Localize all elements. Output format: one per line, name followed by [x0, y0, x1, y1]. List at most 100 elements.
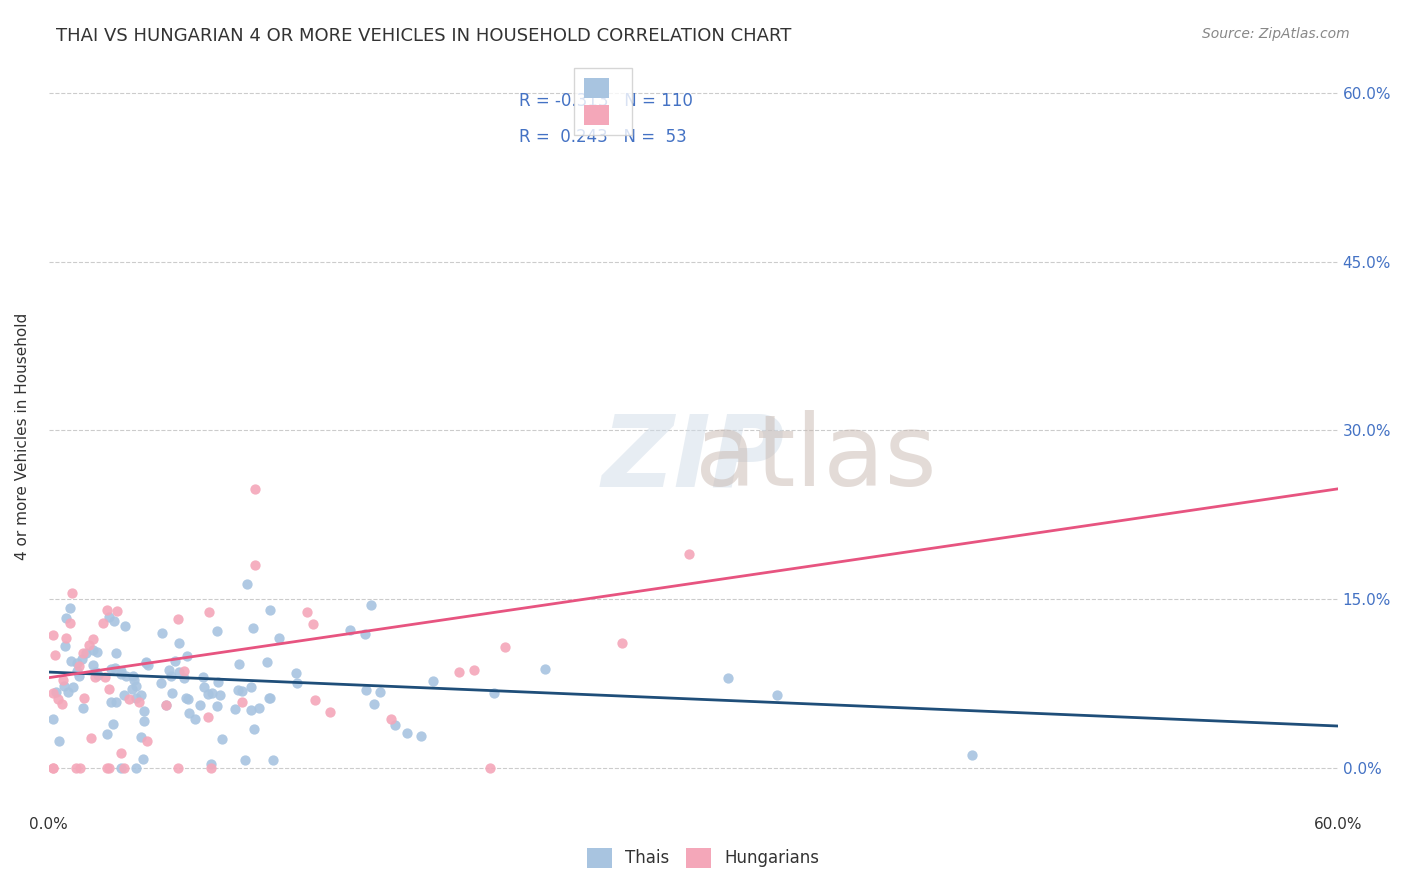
Point	[197, 687, 219, 701]
Point	[447, 665, 470, 679]
Point	[82, 643, 104, 657]
Point	[86, 645, 108, 659]
Point	[96, 603, 118, 617]
Point	[256, 655, 278, 669]
Point	[259, 603, 281, 617]
Point	[66, 656, 89, 670]
Point	[136, 658, 159, 673]
Point	[200, 757, 222, 772]
Point	[247, 701, 270, 715]
Point	[42, 686, 65, 700]
Point	[188, 698, 211, 712]
Point	[96, 761, 118, 775]
Point	[533, 661, 555, 675]
Point	[115, 669, 138, 683]
Point	[262, 753, 284, 767]
Point	[132, 714, 155, 728]
Point	[354, 683, 377, 698]
Point	[176, 692, 198, 706]
Point	[207, 674, 229, 689]
Point	[226, 682, 249, 697]
Point	[354, 626, 377, 640]
Point	[98, 761, 121, 775]
Point	[110, 761, 132, 775]
Point	[56, 685, 79, 699]
Point	[128, 695, 150, 709]
Point	[91, 615, 114, 630]
Point	[482, 686, 505, 700]
Text: ZIP: ZIP	[602, 410, 785, 508]
Point	[302, 617, 325, 632]
Point	[46, 692, 69, 706]
Point	[136, 734, 159, 748]
Point	[98, 681, 121, 696]
Point	[409, 729, 432, 743]
Point	[82, 657, 104, 672]
Point	[157, 663, 180, 677]
Point	[167, 636, 190, 650]
Point	[167, 612, 190, 626]
Point	[339, 623, 361, 637]
Point	[245, 558, 267, 572]
Point	[612, 636, 634, 650]
Text: Source: ZipAtlas.com: Source: ZipAtlas.com	[1202, 27, 1350, 41]
Point	[177, 706, 200, 720]
Point	[240, 703, 263, 717]
Point	[80, 731, 103, 745]
Point	[62, 680, 84, 694]
Point	[67, 659, 90, 673]
Point	[224, 702, 246, 716]
Point	[193, 680, 215, 694]
Point	[297, 605, 319, 619]
Point	[129, 689, 152, 703]
Point	[97, 610, 120, 624]
Point	[205, 699, 228, 714]
Point	[717, 671, 740, 685]
Point	[124, 673, 146, 687]
Point	[114, 619, 136, 633]
Point	[105, 604, 128, 618]
Text: R = -0.313   N = 110: R = -0.313 N = 110	[519, 92, 693, 110]
Point	[104, 661, 127, 675]
Point	[176, 691, 198, 706]
Point	[75, 646, 97, 660]
Point	[173, 671, 195, 685]
Point	[42, 628, 65, 642]
Point	[125, 761, 148, 775]
Point	[82, 632, 104, 647]
Point	[65, 761, 87, 775]
Point	[422, 674, 444, 689]
Point	[72, 701, 94, 715]
Point	[304, 693, 326, 707]
Point	[112, 688, 135, 702]
Point	[66, 664, 89, 678]
Point	[52, 679, 75, 693]
Point	[110, 664, 132, 678]
Point	[201, 686, 224, 700]
Point	[52, 673, 75, 687]
Point	[77, 638, 100, 652]
Point	[112, 761, 135, 775]
Point	[494, 640, 516, 655]
Legend: Thais, Hungarians: Thais, Hungarians	[581, 841, 825, 875]
Point	[104, 646, 127, 660]
Text: THAI VS HUNGARIAN 4 OR MORE VEHICLES IN HOUSEHOLD CORRELATION CHART: THAI VS HUNGARIAN 4 OR MORE VEHICLES IN …	[56, 27, 792, 45]
Point	[122, 669, 145, 683]
Point	[100, 695, 122, 709]
Point	[55, 611, 77, 625]
Point	[395, 725, 418, 739]
Point	[463, 663, 485, 677]
Point	[150, 676, 173, 690]
Point	[363, 698, 385, 712]
Point	[59, 654, 82, 668]
Point	[236, 576, 259, 591]
Point	[94, 670, 117, 684]
Point	[101, 716, 124, 731]
Point	[60, 585, 83, 599]
Point	[135, 656, 157, 670]
Point	[162, 686, 184, 700]
Point	[150, 625, 173, 640]
Point	[42, 712, 65, 726]
Point	[155, 698, 177, 713]
Point	[766, 688, 789, 702]
